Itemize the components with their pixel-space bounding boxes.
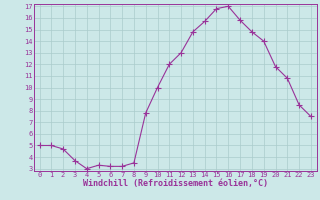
X-axis label: Windchill (Refroidissement éolien,°C): Windchill (Refroidissement éolien,°C) [83,179,268,188]
